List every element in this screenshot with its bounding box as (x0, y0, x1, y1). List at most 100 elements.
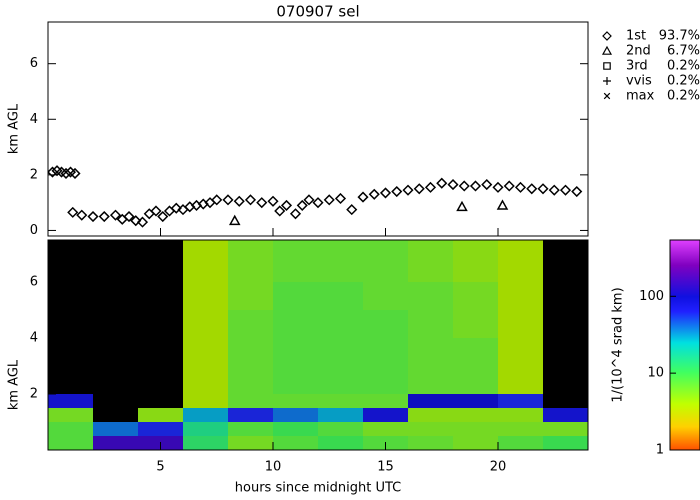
heat-cell (183, 282, 228, 310)
point (130, 215, 142, 227)
heat-cell (363, 408, 408, 422)
point (109, 209, 122, 221)
point (267, 195, 279, 207)
point (571, 185, 583, 198)
axes-frame (47, 21, 589, 237)
heat-cell (273, 408, 318, 422)
heat-cell (48, 436, 93, 450)
heat-cell (183, 408, 228, 422)
heat-cell (408, 282, 453, 310)
point (274, 205, 286, 217)
point (228, 214, 241, 226)
y-tick-label: 4 (30, 331, 38, 346)
x-axis-label: hours since midnight UTC (235, 481, 401, 496)
heat-cell (273, 310, 318, 338)
y-tick-label: 6 (30, 56, 38, 71)
point (170, 202, 182, 214)
heat-cell (138, 422, 183, 436)
heat-cell (318, 394, 363, 408)
colorbar (669, 239, 700, 451)
heat-cell (408, 436, 453, 450)
point (346, 204, 358, 216)
point (413, 183, 425, 195)
heat-cell (318, 366, 363, 394)
heat-cell (318, 338, 363, 366)
heat-cell (498, 408, 543, 422)
y-tick-label: 2 (30, 387, 38, 402)
y-tick-label: 4 (30, 112, 38, 127)
point (67, 206, 79, 218)
heat-cell (453, 338, 498, 366)
colorbar-label: 1/(10^4 srad km) (611, 287, 626, 402)
axes-frame (47, 239, 589, 451)
heat-cell (183, 366, 228, 394)
heat-cell (498, 366, 543, 394)
y-tick-label: 6 (30, 275, 38, 290)
heat-cell (498, 422, 543, 436)
plot-area (48, 165, 583, 228)
heat-cell (273, 394, 318, 408)
heat-cell (138, 408, 183, 422)
heat-cell (228, 240, 273, 282)
heat-cell (498, 338, 543, 366)
point (391, 185, 403, 198)
point (424, 181, 437, 193)
x-tick-label: 10 (265, 460, 282, 475)
x-tick-label: 15 (377, 460, 394, 475)
point (256, 197, 268, 209)
point (123, 210, 135, 223)
point (60, 167, 72, 180)
legend-marker (601, 45, 613, 55)
point (136, 216, 149, 228)
heat-cell (273, 422, 318, 436)
heat-cell (228, 282, 273, 310)
y-tick-label: 2 (30, 167, 38, 182)
point (402, 184, 414, 196)
point (496, 199, 509, 210)
point (379, 187, 392, 199)
legend-label: 1st (626, 29, 646, 44)
heat-cell (453, 240, 498, 282)
point (280, 199, 293, 211)
heat-cell (273, 282, 318, 310)
heat-cell (453, 394, 498, 408)
point (503, 180, 515, 192)
point (150, 205, 162, 217)
heat-cell (228, 310, 273, 338)
heat-cell (453, 310, 498, 338)
legend-marker (603, 77, 611, 85)
legend-share: 93.7% (659, 29, 700, 44)
point (447, 179, 459, 191)
heat-cell (363, 394, 408, 408)
y-axis-label: km AGL (7, 359, 22, 410)
legend-share: 0.2% (667, 59, 700, 74)
heat-cell (408, 240, 453, 282)
point (436, 177, 448, 189)
point (357, 191, 369, 203)
point (456, 200, 468, 212)
heat-cell (363, 282, 408, 310)
point (222, 194, 234, 206)
heat-cell (408, 408, 453, 422)
point (469, 180, 482, 192)
point (69, 167, 81, 180)
heat-cell (273, 240, 318, 282)
heat-cell (183, 394, 228, 408)
point (76, 209, 88, 221)
heat-cell (93, 422, 138, 436)
heat-cell (408, 310, 453, 338)
point (211, 194, 223, 206)
heat-cell (363, 366, 408, 394)
legend-label: 3rd (626, 59, 648, 74)
point (98, 210, 110, 223)
heat-cell (453, 282, 498, 310)
heat-cell (228, 338, 273, 366)
point (492, 181, 504, 193)
point (51, 165, 63, 177)
heat-cell (318, 282, 363, 310)
point (526, 183, 538, 195)
legend-share: 0.2% (667, 89, 700, 104)
point (64, 166, 77, 178)
heat-cell (408, 366, 453, 394)
heat-cell (318, 310, 363, 338)
